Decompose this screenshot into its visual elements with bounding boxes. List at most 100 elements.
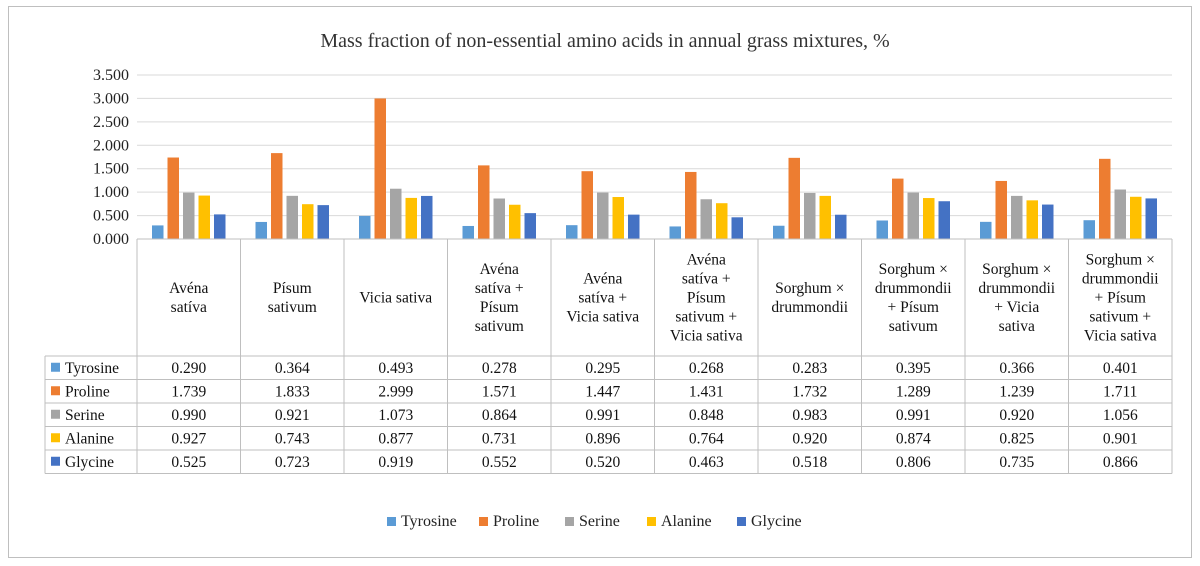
bar-proline (1099, 158, 1111, 239)
table-cell: 0.901 (1103, 430, 1138, 447)
y-axis: 0.000 0.500 1.000 1.500 2.000 2.500 3.000 3.500 (93, 67, 129, 248)
bar-tyrosine (152, 225, 164, 239)
legend-item-glycine: Glycine (737, 513, 802, 530)
table-cell: 0.991 (585, 407, 620, 424)
category-label: Avéna satíva + Písum sativum (475, 261, 524, 335)
bar-alanine (716, 203, 728, 239)
table-cell: 1.447 (585, 383, 620, 400)
table-cell: 0.366 (999, 360, 1034, 377)
bar-glycine (1145, 198, 1157, 239)
bar-tyrosine (566, 225, 578, 239)
table-cell: 0.874 (896, 430, 931, 447)
bar-alanine (405, 197, 417, 239)
table-cell: 0.268 (689, 360, 724, 377)
legend-label: Glycine (751, 513, 802, 530)
bar-alanine (1026, 200, 1038, 239)
row-legend-key (51, 409, 60, 419)
table-cell: 0.525 (171, 454, 206, 471)
table-cell: 0.735 (999, 454, 1034, 471)
table-cell: 2.999 (378, 383, 413, 400)
y-tick-label: 0.500 (93, 208, 129, 225)
table-cell: 1.289 (896, 383, 931, 400)
y-tick-label: 0.000 (93, 231, 129, 248)
legend-swatch (565, 517, 574, 526)
legend-item-serine: Serine (565, 513, 620, 530)
y-tick-label: 3.000 (93, 90, 129, 107)
bar-tyrosine (876, 220, 888, 239)
bar-serine (700, 199, 712, 239)
bar-glycine (421, 195, 433, 239)
legend-swatch (479, 517, 488, 526)
data-table: Avéna satíva Písum sativum Vicia sativa Avéna… (44, 238, 1173, 474)
table-cell: 0.401 (1103, 360, 1138, 377)
table-cell: 0.896 (585, 430, 620, 447)
table-cell: 0.920 (999, 407, 1034, 424)
table-cell: 1.711 (1103, 383, 1137, 400)
legend-swatch (647, 517, 656, 526)
legend: Tyrosine Proline Serine Alanine Glycine (387, 513, 802, 530)
y-tick-label: 3.500 (93, 67, 129, 84)
row-legend-key (51, 433, 60, 443)
bar-tyrosine (980, 221, 992, 239)
table-cell: 0.990 (171, 407, 206, 424)
bar-proline (892, 178, 904, 239)
bar-serine (390, 188, 402, 239)
table-cell: 0.552 (482, 454, 517, 471)
y-tick-label: 1.500 (93, 161, 129, 178)
table-cell: 1.739 (171, 383, 206, 400)
table-cell: 0.877 (378, 430, 413, 447)
bar-glycine (835, 214, 847, 239)
bar-proline (685, 171, 697, 239)
legend-item-tyrosine: Tyrosine (387, 513, 457, 530)
bar-glycine (317, 205, 329, 239)
legend-label: Alanine (661, 513, 712, 530)
row-label: Tyrosine (65, 360, 119, 377)
row-label: Proline (65, 383, 110, 400)
bar-serine (1011, 195, 1023, 239)
bar-glycine (1042, 204, 1054, 239)
bar-serine (1114, 189, 1126, 239)
table-cell: 1.239 (999, 383, 1034, 400)
table-cell: 1.833 (275, 383, 310, 400)
bar-glycine (731, 217, 743, 239)
table-cell: 0.806 (896, 454, 931, 471)
row-label: Alanine (65, 430, 114, 447)
row-legend-key (51, 362, 60, 372)
bar-alanine (612, 197, 624, 239)
table-cell: 0.920 (792, 430, 827, 447)
category-label: Sorghum × drummondii + Vicia sativa (978, 261, 1055, 335)
bar-proline (581, 171, 593, 239)
table-cell: 0.866 (1103, 454, 1138, 471)
y-tick-label: 2.500 (93, 114, 129, 131)
bar-proline (478, 165, 490, 239)
table-cell: 0.518 (792, 454, 827, 471)
bar-alanine (302, 204, 314, 239)
table-cell: 0.283 (792, 360, 827, 377)
table-cell: 0.864 (482, 407, 517, 424)
table-cell: 1.732 (792, 383, 827, 400)
y-tick-label: 2.000 (93, 137, 129, 154)
bar-alanine (923, 198, 935, 239)
table-cell: 0.743 (275, 430, 310, 447)
category-label: Avéna satíva + Písum sativum + Vicia sativa (670, 252, 743, 345)
bar-alanine (198, 195, 210, 239)
bar-serine (493, 198, 505, 239)
table-cell: 0.921 (275, 407, 310, 424)
legend-label: Serine (579, 513, 620, 530)
table-cell: 1.571 (482, 383, 517, 400)
category-label: Sorghum × drummondii (771, 280, 848, 316)
table-cell: 0.493 (378, 360, 413, 377)
bar-proline (271, 153, 283, 239)
bar-serine (286, 195, 298, 239)
legend-swatch (387, 517, 396, 526)
chart-svg: Mass fraction of non-essential amino aci… (44, 30, 1173, 530)
bar-alanine (1130, 196, 1142, 239)
table-cell: 0.723 (275, 454, 310, 471)
table-cell: 1.431 (689, 383, 724, 400)
bar-alanine (509, 204, 521, 239)
table-cell: 0.731 (482, 430, 517, 447)
table-cell: 0.463 (689, 454, 724, 471)
category-label: Avéna satíva + Vicia sativa (566, 271, 639, 326)
category-label: Sorghum × drummondii + Písum sativum (875, 261, 952, 335)
legend-label: Tyrosine (401, 513, 457, 530)
